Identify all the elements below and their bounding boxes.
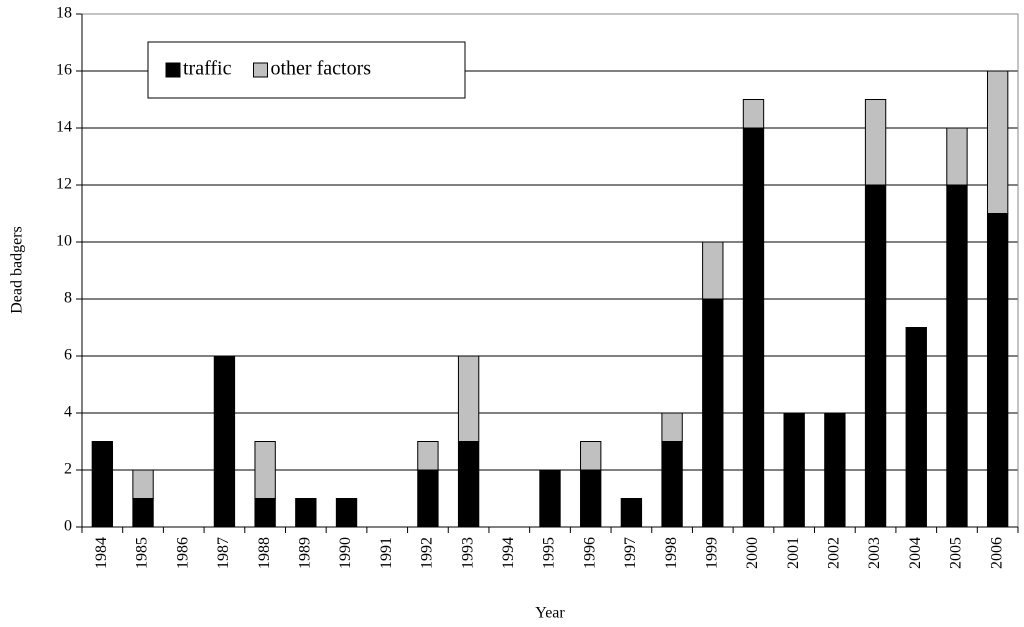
- bar-segment: [580, 469, 602, 528]
- legend-label: traffic: [183, 58, 232, 80]
- x-tick-label: 1985: [134, 537, 151, 569]
- bar-segment: [254, 441, 276, 499]
- bar-segment: [783, 412, 805, 528]
- y-tick-label: 0: [64, 518, 72, 535]
- x-tick-label: 1987: [215, 537, 232, 569]
- x-tick-label: 1990: [337, 537, 354, 569]
- y-tick-label: 18: [56, 5, 72, 22]
- bar-segment: [132, 469, 154, 499]
- y-tick-label: 4: [64, 404, 72, 421]
- y-tick-label: 16: [56, 62, 72, 79]
- y-tick-label: 10: [56, 233, 72, 250]
- legend-swatch: [165, 62, 181, 78]
- bar-segment: [335, 498, 358, 528]
- x-tick-label: 2000: [744, 537, 761, 569]
- bar-segment: [946, 184, 968, 528]
- x-tick-label: 2002: [826, 537, 843, 569]
- y-tick-label: 14: [56, 119, 72, 136]
- bar-segment: [132, 498, 154, 528]
- bar-segment: [457, 355, 480, 442]
- bar-segment: [986, 70, 1009, 214]
- bar-segment: [661, 412, 683, 442]
- bar-segment: [580, 441, 602, 471]
- x-tick-label: 2006: [988, 537, 1005, 569]
- x-tick-label: 1988: [256, 537, 273, 569]
- bar-segment: [254, 498, 276, 528]
- x-axis-title: Year: [535, 605, 565, 622]
- bar-segment: [702, 298, 724, 528]
- bar-segment: [417, 469, 439, 528]
- x-tick-label: 1992: [419, 537, 436, 569]
- legend: traffic other factors: [147, 41, 466, 99]
- legend-label: other factors: [271, 58, 372, 80]
- bar-segment: [91, 441, 114, 528]
- legend-swatch: [253, 62, 268, 78]
- y-axis-title: Dead badgers: [9, 226, 26, 314]
- x-tick-label: 1994: [500, 537, 517, 569]
- y-tick-label: 2: [64, 461, 72, 478]
- y-tick-label: 12: [56, 176, 72, 193]
- x-tick-label: 2003: [866, 537, 883, 569]
- x-tick-label: 2004: [907, 537, 924, 569]
- bar-segment: [620, 498, 643, 528]
- x-tick-label: 2005: [948, 537, 965, 569]
- bar-segment: [702, 241, 724, 300]
- y-tick-label: 8: [64, 290, 72, 307]
- x-tick-label: 1996: [581, 537, 598, 569]
- legend-box: [147, 41, 466, 99]
- x-tick-label: 2001: [785, 537, 802, 569]
- bar-segment: [986, 213, 1009, 528]
- bar-segment: [742, 127, 765, 528]
- bar-segment: [864, 99, 887, 186]
- x-tick-label: 1997: [622, 537, 639, 569]
- bar-segment: [661, 441, 683, 528]
- x-tick-label: 1984: [93, 537, 110, 569]
- x-tick-label: 1991: [378, 537, 395, 569]
- bar-segment: [946, 127, 968, 186]
- bar-segment: [905, 327, 927, 528]
- bar-segment: [539, 469, 561, 528]
- y-tick-label: 6: [64, 347, 72, 364]
- x-tick-label: 1998: [663, 537, 680, 569]
- bar-segment: [213, 355, 236, 528]
- bar-segment: [824, 412, 846, 528]
- bar-segment: [864, 184, 887, 528]
- bar-segment: [742, 99, 765, 129]
- bar-segment: [417, 441, 439, 471]
- bar-segment: [295, 498, 317, 528]
- x-tick-label: 1999: [703, 537, 720, 569]
- x-tick-label: 1989: [296, 537, 313, 569]
- x-tick-label: 1986: [174, 537, 191, 569]
- bar-segment: [457, 441, 480, 528]
- x-tick-label: 1993: [459, 537, 476, 569]
- x-tick-label: 1995: [541, 537, 558, 569]
